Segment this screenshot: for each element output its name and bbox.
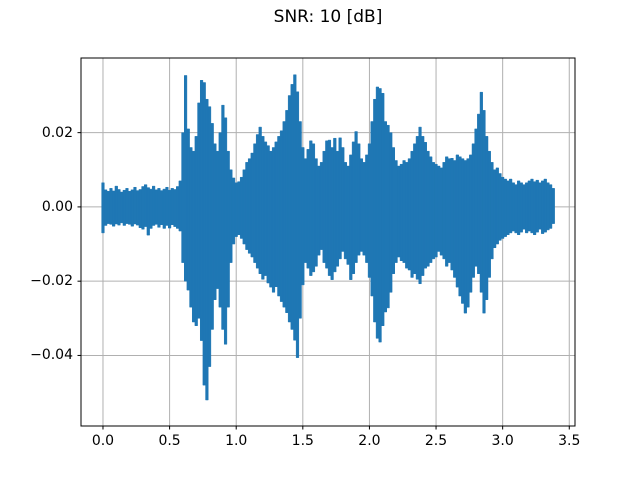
x-tick-label: 2.5 — [424, 433, 448, 449]
x-tick-label: 1.0 — [225, 433, 248, 449]
y-tick-label: 0.00 — [41, 198, 73, 215]
axes-spines — [80, 57, 576, 427]
x-tick-label: 0.5 — [158, 433, 181, 449]
x-tick-label: 2.0 — [358, 433, 381, 449]
y-tick-label: −0.02 — [30, 273, 73, 290]
waveform — [101, 74, 555, 401]
y-tick-label: 0.02 — [41, 124, 73, 141]
x-tick-label: 0.0 — [91, 433, 115, 449]
x-tick-label: 3.5 — [558, 433, 581, 449]
chart-title: SNR: 10 [dB] — [273, 7, 383, 27]
y-tick-label: −0.04 — [30, 347, 73, 364]
x-tick-label: 1.5 — [291, 433, 314, 449]
x-tick-label: 3.0 — [491, 433, 514, 449]
